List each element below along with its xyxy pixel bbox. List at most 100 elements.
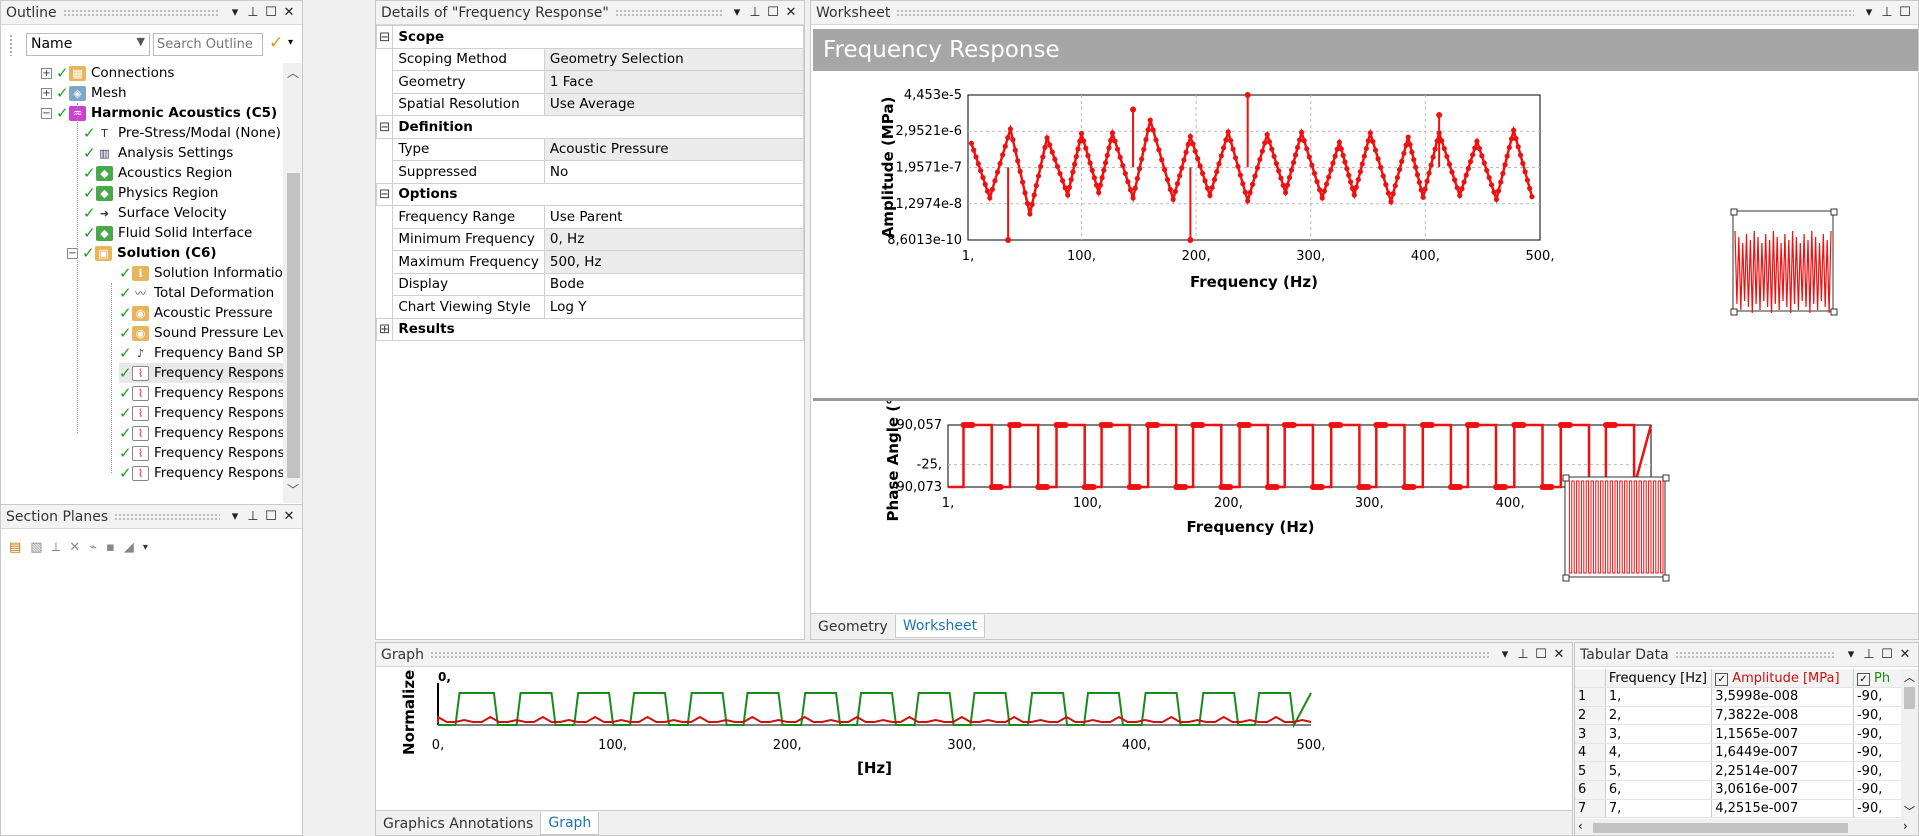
amplitude-checkbox[interactable]: ✓ [1715,672,1729,686]
scroll-down-icon[interactable]: ﹀ [287,483,300,497]
tabular-hscroll[interactable]: ‹ › [1575,819,1918,835]
expand-icon[interactable]: + [41,87,52,99]
tree-item[interactable]: + ✓ ◈ Mesh [41,83,127,103]
tree-item[interactable]: ✓ T Pre-Stress/Modal (None) [83,123,281,143]
tree-item[interactable]: ✓ ◆ Fluid Solid Interface [83,223,252,243]
maximize-icon[interactable]: ☐ [265,509,277,524]
outline-scroll-thumb[interactable] [287,173,300,478]
show-plane-icon[interactable]: ⟂ [51,539,61,555]
details-row-value[interactable]: Use Parent [543,205,804,229]
column-header-phase[interactable]: ✓ Ph [1853,669,1901,689]
filter-select[interactable]: Name ▼ [26,33,150,56]
details-row-value[interactable]: 0, Hz [543,227,804,251]
table-row[interactable]: 6 6, 3,0616e-007 -90, [1575,780,1901,800]
edit-section-plane-icon[interactable]: ▧ [30,539,43,555]
tabular-vscroll-thumb[interactable] [1904,687,1915,709]
details-row[interactable]: Spatial Resolution Use Average [377,92,804,116]
filter-dropdown-icon[interactable]: ▾ [288,37,294,48]
phase-checkbox[interactable]: ✓ [1856,672,1870,686]
details-row-value[interactable]: 1 Face [543,70,804,94]
expand-icon[interactable]: + [41,67,52,79]
details-row-value[interactable]: 500, Hz [543,250,804,274]
tree-item[interactable]: ✓ ⌇ Frequency Response 5 [119,443,302,463]
tree-item[interactable]: ✓ ◆ Physics Region [83,183,218,203]
pin-icon[interactable]: ⊥ [749,5,761,20]
scroll-up-icon[interactable]: ︿ [287,66,300,80]
show-whole-elements-icon[interactable]: ⌁ [89,539,97,555]
details-row[interactable]: Chart Viewing Style Log Y [377,295,804,319]
tree-item[interactable]: ✓ ➜ Surface Velocity [83,203,227,223]
dropdown-icon[interactable]: ▾ [733,5,741,20]
pin-icon[interactable]: ⊥ [1517,647,1529,662]
search-outline-input[interactable] [153,33,263,56]
section-view-icon[interactable]: ◢ [123,539,134,555]
drag-grip[interactable] [614,8,722,17]
capping-icon[interactable]: ▪ [106,539,115,555]
tab-graphics-annotations[interactable]: Graphics Annotations [383,815,534,832]
pin-icon[interactable]: ⊥ [1881,5,1893,20]
tree-item[interactable]: + ✓ ▦ Connections [41,63,174,83]
collapse-icon[interactable]: ⊟ [376,25,394,49]
collapse-icon[interactable]: − [41,107,52,119]
close-icon[interactable]: ✕ [1899,647,1911,662]
column-header-amplitude[interactable]: ✓ Amplitude [MPa] [1711,669,1854,689]
details-row[interactable]: Geometry 1 Face [377,70,804,94]
tree-item[interactable]: − ✓ ▣ Solution (C6) [67,243,217,263]
details-row[interactable]: Display Bode [377,272,804,296]
close-icon[interactable]: ✕ [283,509,295,524]
dropdown-icon[interactable]: ▾ [1501,647,1509,662]
tabular-vscroll[interactable]: ︿ ﹀ [1901,669,1918,821]
dropdown-icon[interactable]: ▾ [142,541,148,553]
scroll-right-icon[interactable]: › [1903,819,1908,833]
tree-item[interactable]: ✓ 〰 Total Deformation [119,283,274,303]
drag-grip[interactable] [1674,650,1836,659]
details-row-value[interactable]: Log Y [543,295,804,319]
tab-graph[interactable]: Graph [540,812,600,835]
tree-item[interactable]: ✓ ▥ Analysis Settings [83,143,233,163]
table-row[interactable]: 4 4, 1,6449e-007 -90, [1575,743,1901,763]
pin-icon[interactable]: ⊥ [247,5,259,20]
scroll-left-icon[interactable]: ‹ [1578,819,1583,833]
tree-item[interactable]: ✓ ℹ Solution Information [119,263,291,283]
drag-grip[interactable] [114,512,220,521]
tree-item[interactable]: ✓ ♪ Frequency Band SPL [119,343,291,363]
scroll-up-icon[interactable]: ︿ [1904,671,1915,684]
drag-grip[interactable] [896,8,1854,17]
column-header-frequency[interactable]: Frequency [Hz] [1605,669,1713,689]
tree-item[interactable]: ✓ ⌇ Frequency Response 2 [119,383,302,403]
table-row[interactable]: 1 1, 3,5998e-008 -90, [1575,687,1901,707]
details-row[interactable]: Type Acoustic Pressure [377,137,804,161]
outline-scrollbar-track[interactable]: ︿ ﹀ [283,63,302,503]
tree-item[interactable]: ✓ ⌇ Frequency Response 4 [119,423,302,443]
filter-check-icon[interactable]: ✓ [269,33,284,53]
details-row-value[interactable]: No [543,160,804,184]
tree-item[interactable]: ✓ ⌇ Frequency Response 3 [119,403,302,423]
delete-icon[interactable]: ✕ [69,539,81,555]
dropdown-icon[interactable]: ▾ [231,5,239,20]
pin-icon[interactable]: ⊥ [247,509,259,524]
tree-item[interactable]: ✓ ◆ Acoustics Region [83,163,232,183]
new-section-plane-icon[interactable]: ▤ [9,539,22,555]
dropdown-icon[interactable]: ▾ [1847,647,1855,662]
details-row[interactable]: Minimum Frequency 0, Hz [377,227,804,251]
maximize-icon[interactable]: ☐ [767,5,779,20]
dropdown-icon[interactable]: ▾ [1865,5,1873,20]
details-section-header[interactable]: ⊟ Options [376,182,804,206]
tabular-hscroll-thumb[interactable] [1593,823,1848,833]
details-section-header[interactable]: ⊟ Definition [376,115,804,139]
tab-worksheet[interactable]: Worksheet [894,615,986,638]
maximize-icon[interactable]: ☐ [1881,647,1893,662]
maximize-icon[interactable]: ☐ [265,5,277,20]
maximize-icon[interactable]: ☐ [1899,5,1911,20]
close-icon[interactable]: ✕ [1553,647,1565,662]
details-row-value[interactable]: Geometry Selection [543,47,804,71]
drag-grip[interactable] [429,650,1490,659]
tree-item[interactable]: ✓ ◉ Acoustic Pressure [119,303,273,323]
tree-item[interactable]: ✓ ⌇ Frequency Response [119,363,293,383]
collapse-icon[interactable]: ⊟ [376,115,394,139]
tab-geometry[interactable]: Geometry [818,618,888,635]
table-row[interactable]: 7 7, 4,2515e-007 -90, [1575,799,1901,819]
details-section-header[interactable]: ⊟ Scope [376,25,804,49]
collapse-icon[interactable]: ⊟ [376,182,394,206]
details-row[interactable]: Frequency Range Use Parent [377,205,804,229]
